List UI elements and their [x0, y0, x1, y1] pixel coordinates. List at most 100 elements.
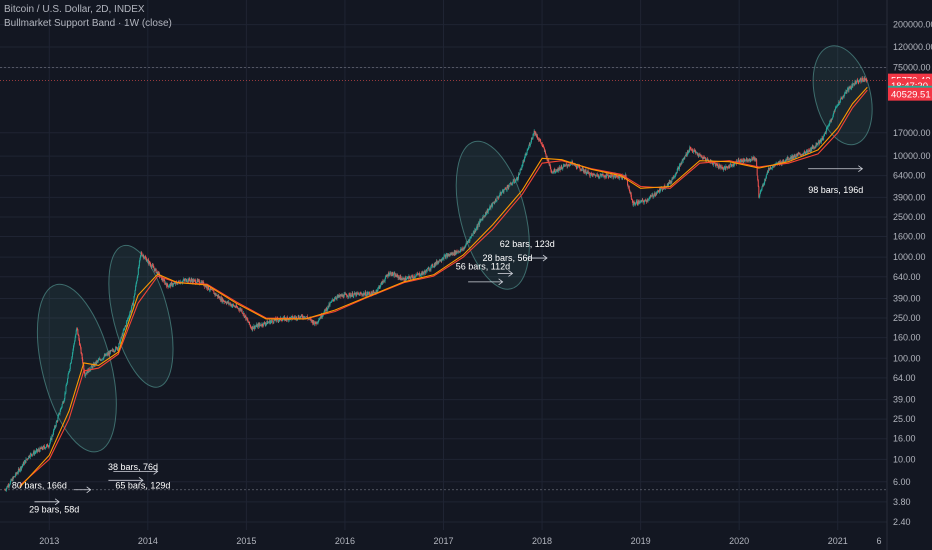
candle-body	[852, 83, 854, 88]
candle-body	[694, 150, 696, 152]
candle-body	[752, 157, 754, 160]
candle-body	[544, 151, 546, 152]
candle-body	[43, 446, 45, 447]
candle-body	[299, 316, 301, 319]
candle-body	[499, 192, 501, 196]
candle-body	[568, 164, 570, 166]
candle-body	[196, 279, 198, 283]
candle-body	[571, 161, 573, 163]
candle-body	[237, 308, 239, 309]
candle-body	[705, 159, 707, 161]
candle-body	[122, 330, 124, 336]
candle-body	[507, 186, 509, 189]
candle-body	[759, 193, 761, 196]
candle-body	[118, 343, 120, 348]
candle-body	[226, 302, 228, 304]
candle-body	[250, 325, 252, 328]
candle-body	[795, 156, 797, 158]
candle-body	[255, 326, 257, 327]
candle-body	[830, 118, 832, 122]
candle-body	[512, 183, 514, 184]
price-axis[interactable]: 200000.00120000.0075000.0017000.0010000.…	[886, 0, 932, 550]
candle-body	[601, 175, 603, 176]
candle-body	[127, 317, 129, 320]
candle-body	[410, 277, 412, 279]
candle-body	[232, 304, 234, 306]
candle-body	[469, 237, 471, 242]
candle-body	[271, 320, 273, 322]
candle-body	[232, 304, 234, 306]
candle-body	[170, 282, 172, 287]
candle-body	[166, 283, 168, 286]
candle-body	[513, 179, 515, 181]
candle-body	[565, 164, 567, 165]
candle-body	[548, 163, 550, 166]
candle-body	[10, 479, 12, 481]
candle-body	[13, 476, 15, 478]
candle-body	[296, 319, 298, 320]
y-tick-label: 2500.00	[893, 212, 926, 222]
candle-body	[541, 143, 543, 145]
candle-body	[168, 286, 170, 288]
candle-body	[761, 189, 763, 191]
candle-body	[582, 167, 584, 169]
candle-body	[73, 343, 75, 346]
candle-body	[691, 149, 693, 151]
candle-body	[26, 458, 28, 460]
candle-body	[805, 151, 807, 153]
candle-body	[749, 158, 751, 162]
candle-body	[182, 281, 184, 283]
candle-body	[157, 272, 159, 276]
candle-body	[259, 323, 261, 325]
ann-80bars-label: 80 bars, 166d	[12, 481, 67, 491]
candle-body	[428, 268, 430, 271]
candle-body	[6, 486, 8, 488]
candle-body	[324, 309, 326, 311]
candle-body	[650, 195, 652, 197]
candle-body	[850, 87, 852, 89]
candle-body	[855, 83, 857, 85]
ann-28bars-arrow-head	[542, 254, 548, 262]
candle-body	[342, 294, 344, 298]
candle-body	[47, 446, 49, 448]
candle-body	[597, 175, 599, 178]
candle-body	[225, 302, 227, 304]
candle-body	[193, 279, 195, 282]
candle-body	[737, 160, 739, 162]
candle-body	[146, 261, 148, 262]
candle-body	[514, 181, 516, 183]
time-axis[interactable]: 2013 2014 2015 2016 2017 2018 2019 2020 2021 6	[39, 536, 881, 546]
candle-body	[605, 175, 607, 178]
candle-body	[739, 159, 741, 163]
candle-body	[218, 296, 220, 298]
candle-body	[399, 276, 401, 280]
candle-body	[173, 283, 175, 284]
candle-body	[19, 469, 21, 472]
candle-body	[267, 322, 269, 323]
candle-body	[593, 173, 595, 175]
candle-body	[251, 326, 253, 330]
candle-body	[236, 307, 238, 308]
candle-body	[23, 461, 25, 465]
candle-body	[166, 283, 168, 287]
candle-body	[247, 320, 249, 322]
candle-body	[833, 111, 835, 112]
candle-body	[9, 484, 11, 486]
candle-body	[843, 95, 845, 98]
candle-body	[55, 421, 57, 427]
candle-body	[267, 322, 269, 324]
candle-body	[253, 325, 255, 329]
candle-body	[401, 279, 403, 281]
candle-body	[616, 175, 618, 177]
candle-body	[118, 341, 120, 344]
candle-body	[426, 269, 428, 272]
bull-market-support-band	[19, 86, 868, 488]
candle-body	[161, 277, 163, 280]
candle-body	[481, 218, 483, 220]
candle-body	[822, 139, 824, 141]
ann-38bars-arrow-head	[153, 468, 159, 475]
candle-body	[505, 187, 507, 189]
candle-body	[821, 137, 823, 140]
candle-body	[433, 266, 435, 267]
